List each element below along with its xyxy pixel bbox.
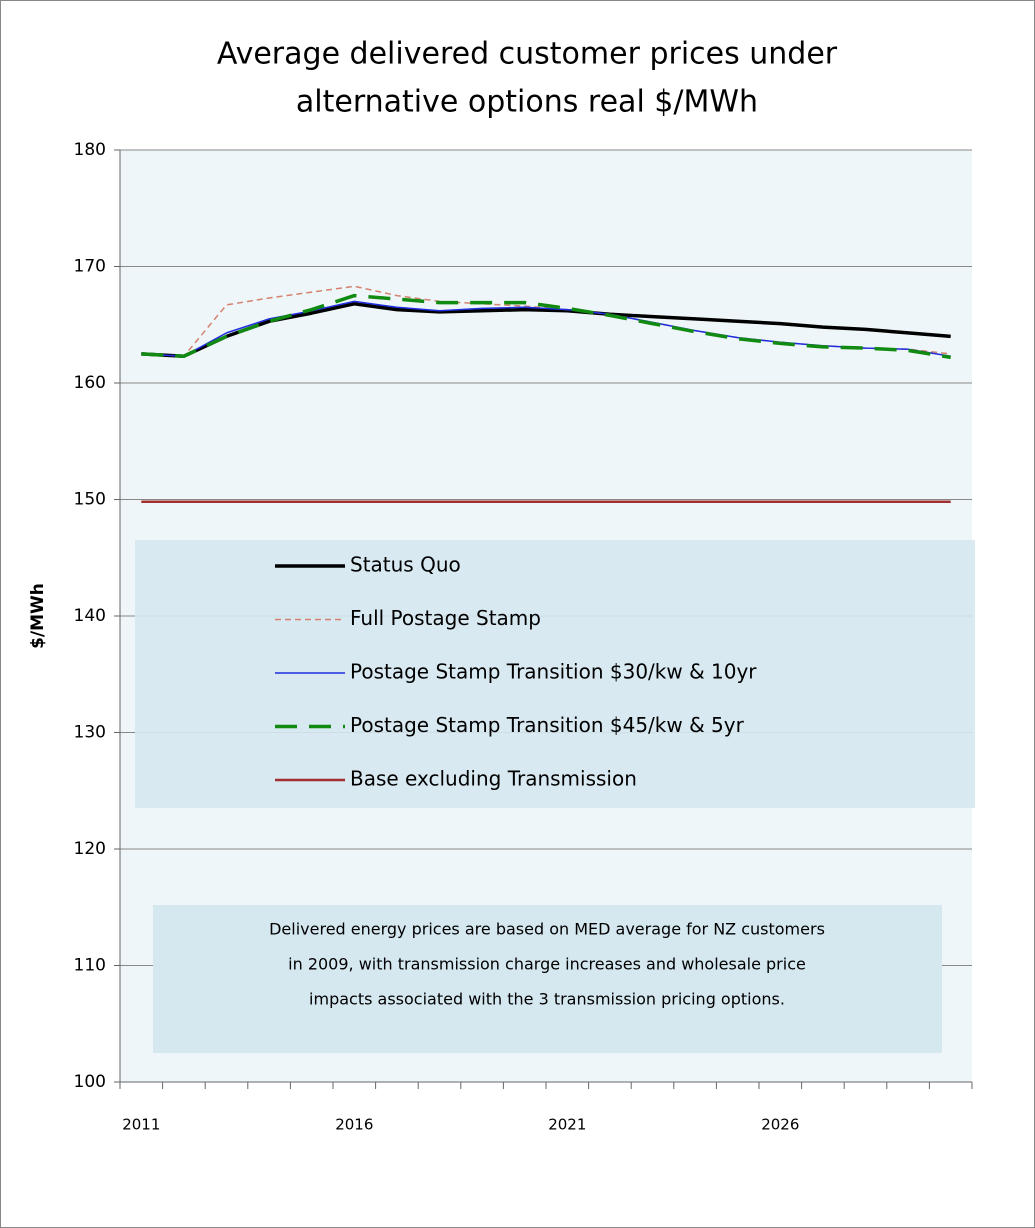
y-tick-label: 110 <box>74 956 106 976</box>
y-axis-label: $/MWh <box>28 583 48 649</box>
y-tick-label: 180 <box>74 140 106 160</box>
legend-label: Base excluding Transmission <box>350 767 637 791</box>
legend-box <box>135 540 975 808</box>
legend-label: Status Quo <box>350 553 461 577</box>
note-text: impacts associated with the 3 transmissi… <box>309 990 785 1009</box>
note-box <box>153 905 942 1053</box>
y-tick-label: 140 <box>74 606 106 626</box>
legend-label: Postage Stamp Transition $45/kw & 5yr <box>350 713 745 737</box>
chart-title: alternative options real $/MWh <box>296 85 758 120</box>
y-tick-label: 120 <box>74 839 106 859</box>
x-tick-label: 2021 <box>548 1116 586 1134</box>
x-tick-label: 2026 <box>761 1116 799 1134</box>
y-tick-label: 150 <box>74 490 106 510</box>
legend-label: Postage Stamp Transition $30/kw & 10yr <box>350 660 757 684</box>
legend-label: Full Postage Stamp <box>350 606 541 630</box>
note-text: in 2009, with transmission charge increa… <box>288 955 806 974</box>
x-tick-label: 2016 <box>335 1116 373 1134</box>
x-tick-label: 2011 <box>122 1116 160 1134</box>
note-text: Delivered energy prices are based on MED… <box>269 920 825 939</box>
series-line <box>141 293 951 360</box>
y-tick-label: 130 <box>74 723 106 743</box>
chart-title: Average delivered customer prices under <box>217 37 838 72</box>
y-tick-label: 170 <box>74 257 106 277</box>
y-tick-label: 160 <box>74 373 106 393</box>
y-tick-label: 100 <box>74 1072 106 1092</box>
